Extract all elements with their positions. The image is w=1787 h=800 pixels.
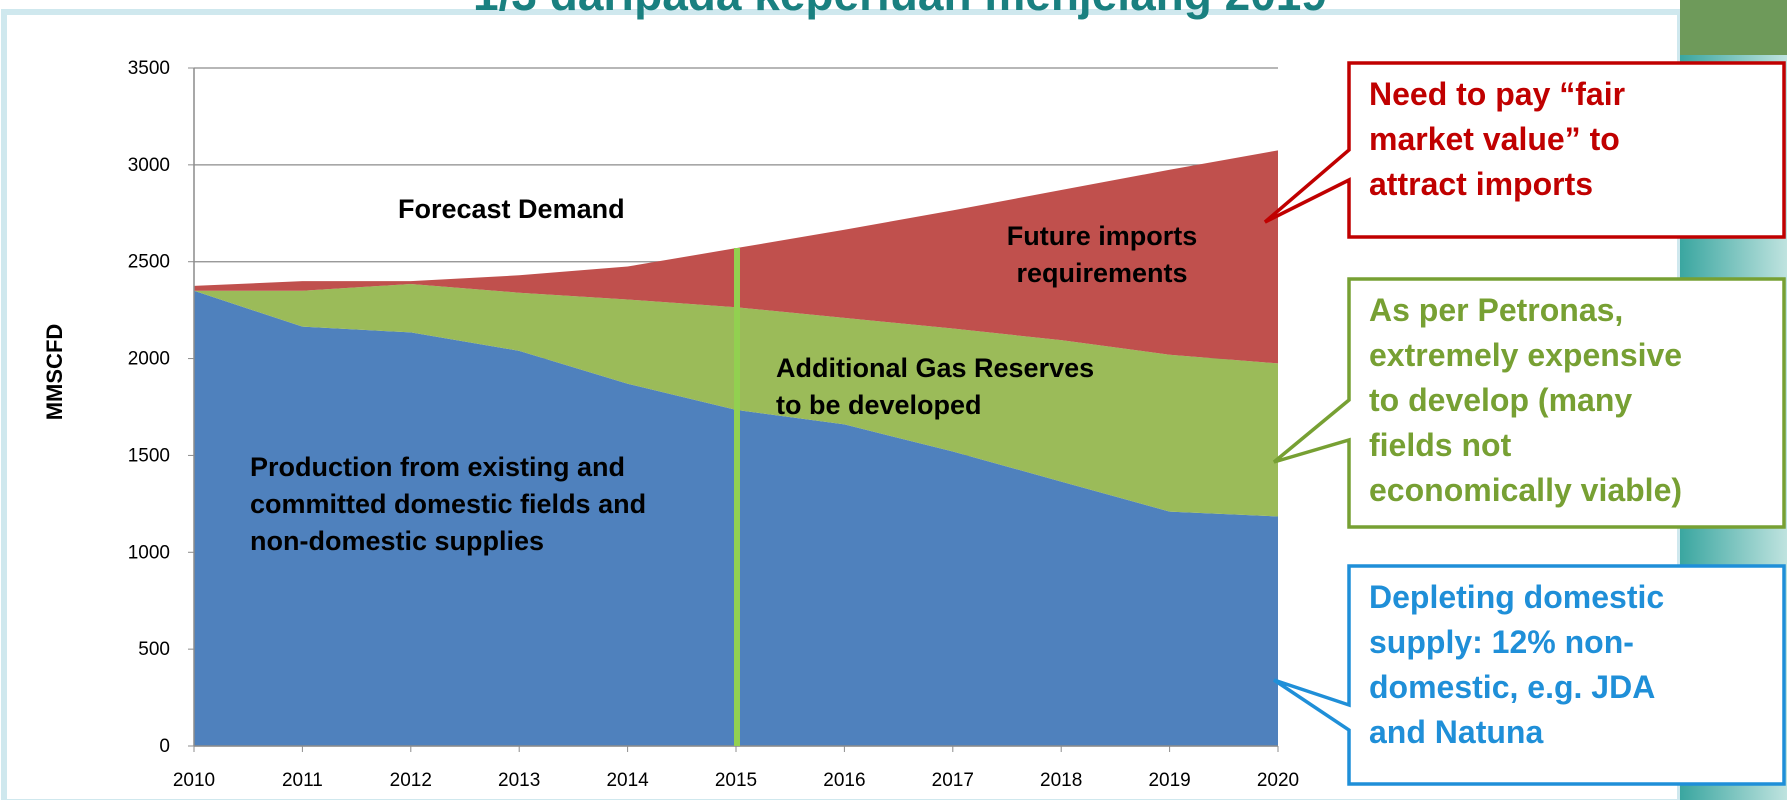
x-tick-label: 2014 <box>606 770 649 791</box>
text-line: Need to pay “fair <box>1369 76 1625 112</box>
text-line: non-domestic supplies <box>250 526 544 556</box>
y-tick-label: 2000 <box>128 349 170 370</box>
x-tick-label: 2012 <box>390 770 432 791</box>
y-tick-label: 0 <box>159 736 170 757</box>
text-line: extremely expensive <box>1369 337 1682 373</box>
x-tick-label: 2020 <box>1257 770 1299 791</box>
x-tick-label: 2015 <box>715 770 757 791</box>
y-tick-label: 1000 <box>128 542 170 563</box>
text-line: Production from existing and <box>250 452 625 482</box>
text-line: Future imports <box>1007 221 1198 251</box>
callout-text: As per Petronas, extremely expensive to de… <box>1369 292 1682 508</box>
x-tick-label: 2013 <box>498 770 540 791</box>
text-line: committed domestic fields and <box>250 489 646 519</box>
text-line: to be developed <box>776 390 982 420</box>
x-tick-label: 2016 <box>823 770 865 791</box>
text-line: attract imports <box>1369 166 1593 202</box>
text-line: economically viable) <box>1369 472 1682 508</box>
text-line: fields not <box>1369 427 1512 463</box>
text-line: requirements <box>1016 258 1187 288</box>
callout-box <box>1272 277 1786 529</box>
y-tick-label: 3000 <box>128 155 170 176</box>
y-tick-label: 500 <box>138 639 170 660</box>
text-line: and Natuna <box>1369 714 1543 750</box>
text-line: domestic, e.g. JDA <box>1369 669 1655 705</box>
text-line: market value” to <box>1369 121 1620 157</box>
text-line: Additional Gas Reserves <box>776 353 1094 383</box>
callout-text: Need to pay “fair market value” to attract… <box>1369 76 1625 202</box>
y-tick-label: 3500 <box>128 58 170 79</box>
callout-text: Depleting domestic supply: 12% non-domest… <box>1369 579 1664 750</box>
x-tick-label: 2018 <box>1040 770 1082 791</box>
text-line: As per Petronas, <box>1369 292 1623 328</box>
y-tick-label: 2500 <box>128 252 170 273</box>
x-tick-label: 2011 <box>282 770 323 791</box>
text-line: supply: 12% non- <box>1369 624 1634 660</box>
text-line: to develop (many <box>1369 382 1632 418</box>
y-axis-label: MMSCFD <box>42 324 67 421</box>
slide-title: 1/3 daripada keperluan menjelang 2019 <box>473 0 1327 20</box>
area-label: Additional Gas Reserves to be developed <box>776 353 1094 420</box>
area-label: Forecast Demand <box>398 194 625 224</box>
decor-photo <box>1680 0 1787 55</box>
x-tick-label: 2019 <box>1148 770 1190 791</box>
text-line: Forecast Demand <box>398 194 625 224</box>
callout-box <box>1273 564 1786 786</box>
x-tick-label: 2017 <box>932 770 974 791</box>
area-label: Future imports requirements <box>1007 221 1198 288</box>
y-tick-label: 1500 <box>128 445 170 466</box>
callout-box <box>1263 61 1786 239</box>
text-line: Depleting domestic <box>1369 579 1664 615</box>
area-label: Production from existing and committed do… <box>250 452 646 556</box>
x-tick-label: 2010 <box>173 770 215 791</box>
